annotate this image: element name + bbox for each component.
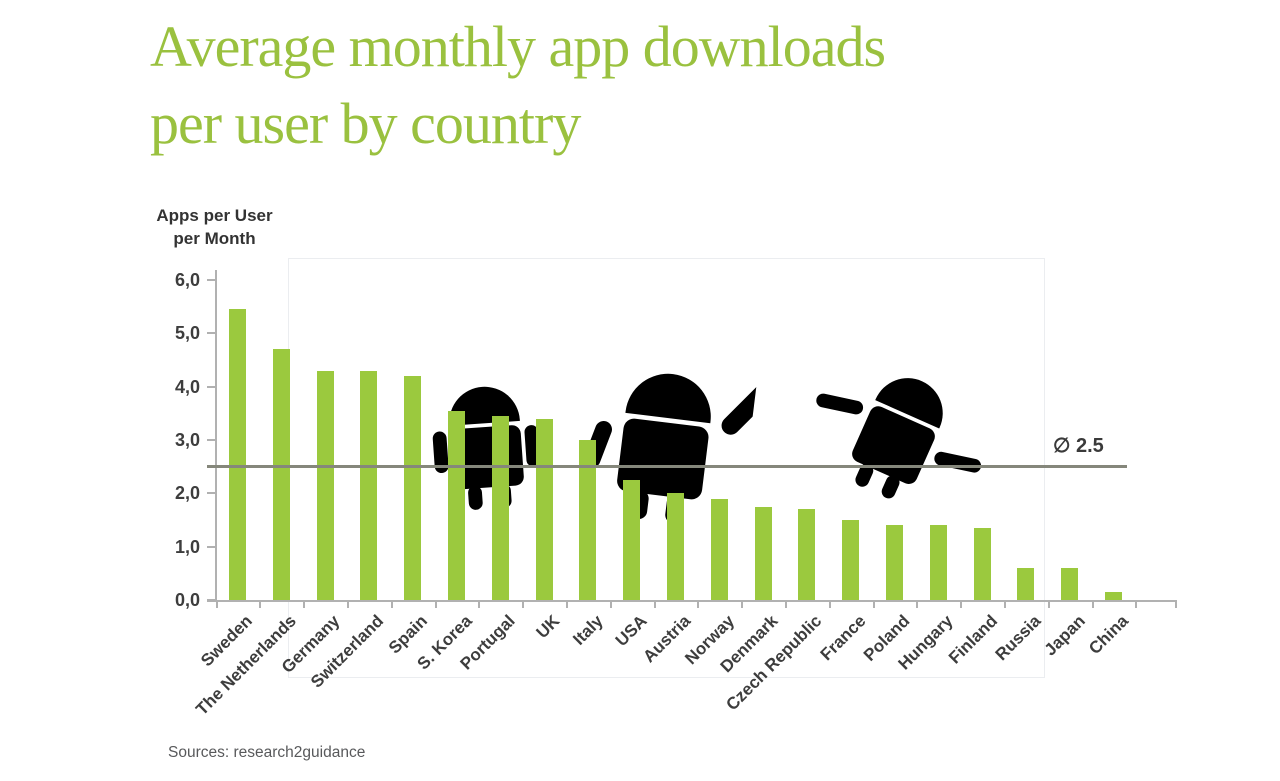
x-axis-tick <box>1004 602 1006 608</box>
y-axis-title: Apps per User per Month <box>132 204 297 250</box>
x-category-label: China <box>1085 611 1133 659</box>
x-axis-tick <box>215 602 218 608</box>
bar <box>710 498 728 600</box>
bar <box>404 376 422 600</box>
y-tick-label: 4,0 <box>174 376 200 397</box>
y-axis-title-line1: Apps per User <box>156 206 273 225</box>
page-title-line1: Average monthly app downloads <box>150 14 886 79</box>
source-note: Sources: research2guidance <box>168 744 366 761</box>
y-axis-tick <box>207 492 215 495</box>
x-axis-tick <box>347 602 349 608</box>
bar <box>623 480 641 600</box>
x-axis-tick <box>697 602 700 608</box>
bar <box>798 509 816 600</box>
bar <box>973 528 991 600</box>
x-axis-tick <box>960 602 963 608</box>
x-axis-tick <box>785 602 787 608</box>
x-category-label: Japan <box>1040 611 1089 660</box>
y-tick-label: 6,0 <box>174 270 200 290</box>
page-title: Average monthly app downloads per user b… <box>150 8 886 162</box>
android-watermark-box <box>288 258 1045 678</box>
android-robot-leaning-icon <box>816 378 982 499</box>
x-axis-tick <box>1091 602 1094 608</box>
bar <box>360 370 378 600</box>
bar <box>579 440 597 600</box>
y-axis-tick <box>207 439 215 441</box>
x-axis-tick <box>653 602 656 608</box>
y-tick-label: 1,0 <box>174 536 200 557</box>
y-axis-tick <box>207 545 215 548</box>
bar <box>667 493 684 600</box>
y-tick-label: 0,0 <box>174 590 200 610</box>
bar <box>1105 592 1122 600</box>
bar <box>535 418 553 600</box>
bar <box>316 370 334 600</box>
x-axis-tick <box>609 602 612 608</box>
bar <box>886 525 903 600</box>
x-axis-line <box>207 600 1177 602</box>
y-axis-tick <box>207 332 215 335</box>
y-axis-tick <box>207 599 215 601</box>
x-axis-tick <box>872 602 875 608</box>
y-axis-tick <box>207 279 215 281</box>
y-tick-label: 3,0 <box>174 430 200 450</box>
average-line-label: ∅ 2.5 <box>1053 435 1104 457</box>
x-axis-tick <box>1135 602 1138 608</box>
bar <box>491 416 509 600</box>
bar <box>929 525 947 600</box>
x-axis-tick <box>434 602 437 608</box>
x-axis-tick <box>566 602 568 608</box>
bar <box>1017 568 1035 600</box>
bar <box>1061 568 1079 600</box>
x-axis-tick <box>741 602 744 608</box>
bar <box>842 520 860 600</box>
y-axis-line <box>215 270 217 602</box>
x-axis-tick <box>828 602 831 608</box>
x-axis-tick <box>478 602 481 608</box>
x-axis-tick <box>1175 602 1177 608</box>
x-axis-tick <box>1047 602 1050 608</box>
bar <box>229 309 246 600</box>
x-axis-tick <box>522 602 525 608</box>
bar <box>272 349 290 600</box>
x-axis-tick <box>916 602 919 608</box>
y-tick-label: 2,0 <box>174 483 200 504</box>
y-tick-label: 5,0 <box>174 323 200 344</box>
average-line <box>207 464 1127 468</box>
y-axis-title-line2: per Month <box>173 229 256 248</box>
bar <box>448 410 465 600</box>
bar <box>754 506 772 600</box>
page-title-line2: per user by country <box>150 91 581 156</box>
x-axis-tick <box>259 602 262 608</box>
x-axis-tick <box>303 602 306 608</box>
x-axis-tick <box>390 602 393 608</box>
y-axis-tick <box>207 385 215 388</box>
